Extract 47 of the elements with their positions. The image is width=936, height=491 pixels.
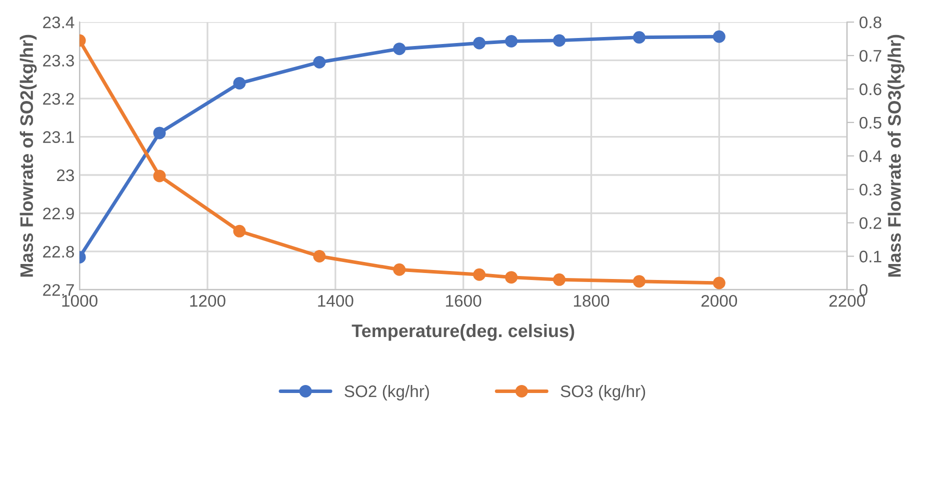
legend-label: SO3 (kg/hr) <box>560 384 646 401</box>
y2-tick-label: 0.2 <box>860 217 882 229</box>
y2-tick-label: 0.5 <box>860 116 882 129</box>
point <box>712 30 726 43</box>
point <box>553 273 566 286</box>
point <box>553 34 566 47</box>
y-axis-title: Mass Flowrate of SO2(kg/hr) <box>20 34 37 277</box>
point <box>313 250 326 262</box>
point <box>505 34 518 48</box>
x-tick-label: 2000 <box>701 294 738 307</box>
point <box>313 56 326 68</box>
y-tick-label: 23 <box>57 169 74 182</box>
x-tick-label: 2200 <box>829 294 865 307</box>
x-tick-label: 1200 <box>190 294 226 307</box>
y-tick-label: 22.8 <box>43 246 74 258</box>
y-tick-label: 23.2 <box>43 92 74 105</box>
y2-tick-label: 0.3 <box>860 184 882 196</box>
point <box>632 31 646 44</box>
y2-tick-label: 0.1 <box>860 250 882 262</box>
y2-tick-label: 0.4 <box>860 150 882 162</box>
y-tick-label: 23.3 <box>43 54 74 67</box>
y-tick-label: 23.4 <box>43 16 74 28</box>
point <box>233 77 246 90</box>
x-axis-title: Temperature(deg. celsius) <box>352 324 574 341</box>
y2-tick-label: 0.6 <box>860 83 882 96</box>
x-tick-label: 1600 <box>446 294 482 307</box>
x-tick-label: 1400 <box>318 294 354 307</box>
y-tick-label: 22.9 <box>43 208 74 220</box>
point <box>505 271 518 284</box>
y2-axis-title: Mass Flowrate of SO3(kg/hr) <box>888 34 905 277</box>
y2-tick-label: 0.8 <box>860 16 882 28</box>
y-tick-label: 23.1 <box>43 131 74 143</box>
point <box>153 126 166 140</box>
x-tick-label: 1000 <box>62 294 98 307</box>
x-tick-label: 1800 <box>574 294 610 307</box>
legend-label: SO2 (kg/hr) <box>344 384 429 401</box>
y2-tick-label: 0 <box>860 284 868 296</box>
point <box>393 263 406 276</box>
point <box>473 36 486 50</box>
y-tick-label: 22.7 <box>43 284 74 296</box>
y2-tick-label: 0.7 <box>860 50 882 62</box>
point <box>712 276 726 290</box>
point <box>233 224 246 238</box>
point <box>153 170 166 182</box>
point <box>632 275 646 288</box>
point <box>473 268 486 281</box>
point <box>393 42 406 56</box>
